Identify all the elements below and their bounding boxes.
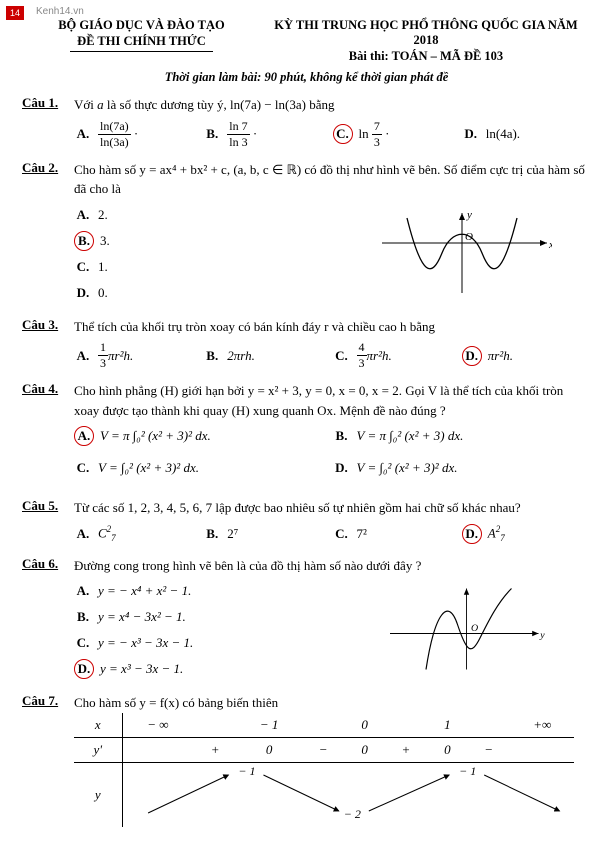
q2-graph: x y O [372, 208, 552, 298]
question-6: Câu 6. Đường cong trong hình vẽ bên là c… [22, 556, 591, 684]
subject-title: Bài thi: TOÁN – MÃ ĐỀ 103 [261, 49, 591, 64]
q1-opt-A: A. ln(7a)ln(3a) · [74, 119, 203, 150]
question-1: Câu 1. Với a là số thực dương tùy ý, ln(… [22, 95, 591, 150]
q3-opt-A: A. 13πr²h. [74, 340, 203, 371]
watermark-badge: 14 [6, 6, 24, 20]
q3-opt-B: B.2πrh. [203, 340, 332, 371]
variation-table: x − ∞ − 1 0 1 +∞ y' + 0− 0+ 0− y [74, 713, 574, 827]
q2-opt-D: D.0. [74, 281, 333, 305]
question-3: Câu 3. Thể tích của khối trụ tròn xoay c… [22, 317, 591, 372]
q2-opt-A: A.2. [74, 203, 333, 227]
q6-opt-A: A.y = − x⁴ + x² − 1. [74, 579, 333, 603]
q5-label: Câu 5. [22, 498, 58, 513]
q4-label: Câu 4. [22, 381, 58, 396]
q5-opt-D: D. A27 [462, 522, 591, 546]
header: BỘ GIÁO DỤC VÀ ĐÀO TẠO ĐỀ THI CHÍNH THỨC… [22, 18, 591, 64]
q1-opt-B: B. ln 7ln 3 · [203, 119, 332, 150]
q5-opt-B: B.2⁷ [203, 522, 332, 546]
q6-opt-C: C.y = − x³ − 3x − 1. [74, 631, 333, 655]
q4-text: Cho hình phẳng (H) giới hạn bởi y = x² +… [74, 381, 591, 420]
svg-text:y: y [539, 630, 545, 641]
svg-text:− 1: − 1 [459, 764, 476, 778]
q2-opt-C: C.1. [74, 255, 333, 279]
exam-title: KỲ THI TRUNG HỌC PHỔ THÔNG QUỐC GIA NĂM … [261, 18, 591, 48]
ministry: BỘ GIÁO DỤC VÀ ĐÀO TẠO [22, 18, 261, 33]
exam-official: ĐỀ THI CHÍNH THỨC [22, 34, 261, 49]
q2-text: Cho hàm số y = ax⁴ + bx² + c, (a, b, c ∈… [74, 160, 591, 199]
q1-opt-D: D.ln(4a). [462, 119, 591, 150]
q6-graph: y O [372, 584, 552, 674]
question-2: Câu 2. Cho hàm số y = ax⁴ + bx² + c, (a,… [22, 160, 591, 307]
svg-text:− 1: − 1 [238, 764, 255, 778]
question-7: Câu 7. Cho hàm số y = f(x) có bảng biến … [22, 693, 591, 827]
q3-label: Câu 3. [22, 317, 58, 332]
question-4: Câu 4. Cho hình phẳng (H) giới hạn bởi y… [22, 381, 591, 488]
source-url: Kenh14.vn [36, 6, 84, 17]
q3-opt-C: C. 43πr²h. [333, 340, 462, 371]
q3-opt-D: D.πr²h. [462, 340, 591, 371]
q2-opt-B: B.3. [74, 229, 333, 253]
time-limit: Thời gian làm bài: 90 phút, không kể thờ… [22, 70, 591, 85]
q3-text: Thể tích của khối trụ tròn xoay có bán k… [74, 317, 591, 337]
q4-opt-C: C.V = ∫₀² (x² + 3)² dx. [74, 456, 333, 480]
exam-page: 14 Kenh14.vn BỘ GIÁO DỤC VÀ ĐÀO TẠO ĐỀ T… [0, 0, 613, 847]
svg-text:y: y [466, 209, 472, 221]
svg-text:− 2: − 2 [343, 807, 360, 821]
q6-opt-D: D.y = x³ − 3x − 1. [74, 657, 333, 681]
q1-text: Với a là số thực dương tùy ý, ln(7a) − l… [74, 95, 591, 115]
q6-text: Đường cong trong hình vẽ bên là của đồ t… [74, 556, 591, 576]
q5-text: Từ các số 1, 2, 3, 4, 5, 6, 7 lập được b… [74, 498, 591, 518]
svg-text:O: O [471, 623, 478, 634]
q4-opt-A: A.V = π ∫₀² (x² + 3)² dx. [74, 424, 333, 448]
q7-label: Câu 7. [22, 693, 58, 708]
svg-text:x: x [548, 239, 552, 251]
question-5: Câu 5. Từ các số 1, 2, 3, 4, 5, 6, 7 lập… [22, 498, 591, 546]
q4-opt-D: D.V = ∫₀² (x² + 3)² dx. [333, 456, 592, 480]
q2-label: Câu 2. [22, 160, 58, 175]
q6-opt-B: B.y = x⁴ − 3x² − 1. [74, 605, 333, 629]
q5-opt-A: A. C27 [74, 522, 203, 546]
q6-label: Câu 6. [22, 556, 58, 571]
q1-opt-C: C. ln 73 · [333, 119, 462, 150]
variation-arrows: − 1 − 1 − 2 [123, 763, 575, 823]
header-rule [70, 51, 213, 52]
q4-opt-B: B.V = π ∫₀² (x² + 3) dx. [333, 424, 592, 448]
q1-label: Câu 1. [22, 95, 58, 110]
q7-text: Cho hàm số y = f(x) có bảng biến thiên [74, 693, 591, 713]
q5-opt-C: C.7² [333, 522, 462, 546]
